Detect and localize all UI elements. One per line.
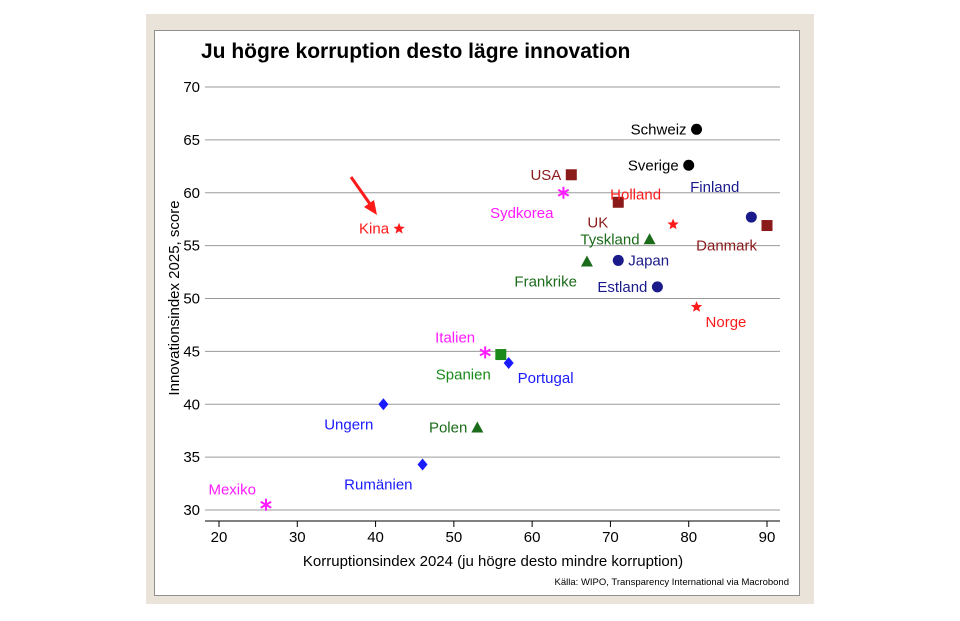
label-sverige: Sverige (628, 157, 679, 174)
y-tick-label-45: 45 (183, 343, 200, 360)
y-tick-label-70: 70 (183, 79, 200, 96)
data-points (260, 123, 773, 511)
label-rum-nien: Rumänien (344, 477, 412, 494)
x-tick-label-60: 60 (524, 529, 541, 546)
point-spanien (495, 349, 507, 361)
y-tick-label-60: 60 (183, 185, 200, 202)
label-sydkorea: Sydkorea (490, 205, 554, 222)
x-tick-label-30: 30 (289, 529, 306, 546)
point-labels: Schweiz Sverige USA Finland Danmark Sydkorea U… (208, 121, 757, 498)
label-frankrike: Frankrike (514, 273, 577, 290)
x-tick-label-20: 20 (211, 529, 228, 546)
x-tick-label-70: 70 (602, 529, 619, 546)
y-tick-label-30: 30 (183, 502, 200, 519)
point-tyskland (643, 233, 656, 245)
point-uk (612, 196, 624, 208)
point-italien (479, 346, 491, 359)
label-usa: USA (530, 167, 561, 184)
point-mexiko (260, 498, 272, 511)
y-tick-label-40: 40 (183, 396, 200, 413)
point-danmark (761, 220, 773, 232)
point-holland (667, 218, 679, 230)
point-polen (471, 421, 484, 433)
label-polen: Polen (429, 420, 467, 437)
point-kina (393, 222, 405, 234)
x-tick-label-90: 90 (759, 529, 776, 546)
point-ungern (378, 398, 389, 411)
y-tick-label-50: 50 (183, 291, 200, 308)
point-finland (745, 211, 757, 223)
label-kina: Kina (359, 221, 390, 238)
label-finland: Finland (690, 179, 739, 196)
source-note: Källa: WIPO, Transparency International … (555, 577, 789, 588)
y-axis-label: Innovationsindex 2025, score (166, 200, 183, 395)
y-tick-label-55: 55 (183, 238, 200, 255)
label-estland: Estland (597, 279, 647, 296)
y-tick-label-65: 65 (183, 132, 200, 149)
label-portugal: Portugal (518, 370, 574, 387)
label-spanien: Spanien (436, 367, 491, 384)
point-schweiz (691, 123, 703, 135)
point-usa (565, 169, 577, 181)
x-tick-label-40: 40 (367, 529, 384, 546)
tick-labels: 30 35 40 45 50 55 60 65 70 20 30 40 50 60 70 80 90 (183, 79, 775, 546)
label-tyskland: Tyskland (580, 231, 639, 248)
label-mexiko: Mexiko (208, 482, 256, 499)
kina-arrow-icon (349, 176, 377, 215)
label-schweiz: Schweiz (631, 121, 687, 138)
point-sydkorea (557, 186, 570, 199)
x-tick-label-80: 80 (680, 529, 697, 546)
point-frankrike (580, 255, 593, 267)
point-norge (690, 301, 703, 312)
point-sverige (683, 159, 695, 171)
chart-title: Ju högre korruption desto lägre innovati… (201, 40, 630, 63)
point-japan (612, 254, 624, 266)
y-tick-label-35: 35 (183, 449, 200, 466)
label-norge: Norge (706, 314, 747, 331)
label-uk: UK (587, 214, 608, 231)
point-estland (651, 281, 663, 293)
point-rum-nien (417, 458, 428, 471)
point-portugal (503, 357, 514, 370)
x-tick-label-50: 50 (446, 529, 463, 546)
label-danmark: Danmark (696, 238, 757, 255)
label-holland: Holland (610, 186, 661, 203)
label-ungern: Ungern (324, 416, 373, 433)
label-italien: Italien (435, 329, 475, 346)
label-japan: Japan (628, 252, 669, 269)
x-axis-label: Korruptionsindex 2024 (ju högre desto mi… (303, 553, 683, 570)
gridlines (205, 86, 780, 511)
